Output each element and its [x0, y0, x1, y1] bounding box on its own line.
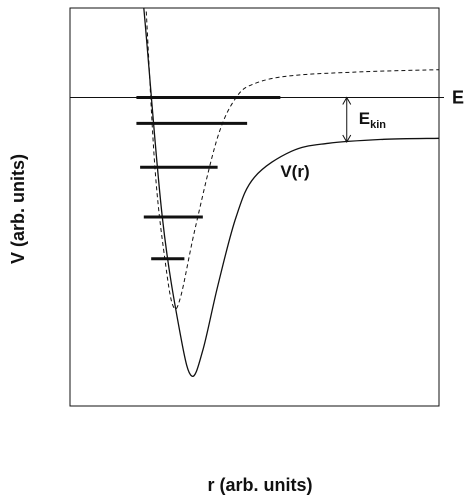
energy-label: E	[452, 88, 464, 108]
ekin-label: Ekin	[359, 109, 387, 131]
ekin-label-main: E	[359, 109, 370, 128]
x-axis-label: r (arb. units)	[207, 475, 312, 495]
curve-label-vr: V(r)	[280, 162, 309, 181]
ekin-arrow-head-bottom	[342, 134, 352, 144]
potential-curve	[143, 8, 439, 377]
ekin-arrow-head-top	[342, 96, 352, 105]
ekin-label-subscript: kin	[370, 119, 386, 131]
plot-frame	[69, 7, 440, 407]
ekin-arrow	[342, 96, 352, 144]
y-axis-label: V (arb. units)	[8, 154, 28, 264]
